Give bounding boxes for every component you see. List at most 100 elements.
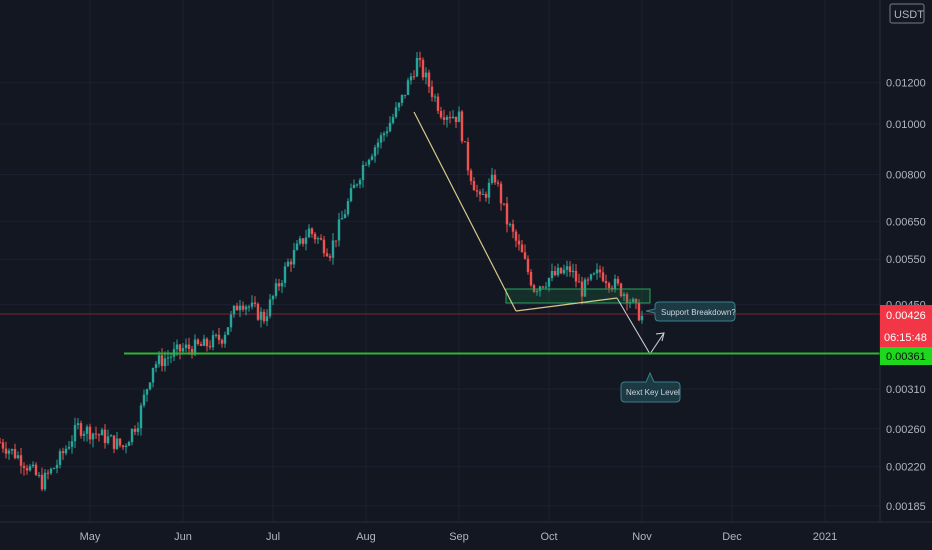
candle-body — [385, 131, 389, 134]
x-tick-label: Jul — [266, 531, 280, 543]
support-zone — [505, 288, 651, 304]
candle-body — [127, 442, 131, 446]
currency-label: USDT — [894, 9, 924, 21]
candle-body — [76, 423, 80, 425]
candle-body — [7, 450, 11, 454]
candle-body — [100, 429, 104, 436]
x-tick-label: Aug — [356, 531, 376, 543]
candle-body — [373, 147, 377, 157]
y-tick-label: 0.00185 — [886, 501, 926, 513]
candle-body — [103, 429, 107, 443]
y-tick-label: 0.00310 — [886, 384, 926, 396]
y-tick-label: 0.01200 — [886, 78, 926, 90]
candle-body — [52, 468, 56, 470]
candle-body — [208, 346, 212, 348]
candle-body — [253, 302, 257, 304]
time-scale[interactable]: May Jun Jul Aug Sep Oct Nov Dec 2021 — [0, 521, 932, 543]
candle-body — [25, 468, 29, 471]
candle-body — [349, 188, 353, 202]
candle-body — [490, 174, 494, 183]
candle-body — [619, 283, 623, 297]
price-scale[interactable]: 0.01200 0.01000 0.00800 0.00650 0.00550 0.004… — [879, 0, 932, 550]
candle-body — [190, 348, 194, 355]
candle-body — [430, 86, 434, 97]
candle-body — [91, 433, 95, 440]
candle-body — [220, 339, 224, 344]
candle-body — [217, 334, 221, 340]
candle-body — [265, 316, 269, 322]
candle-body — [82, 433, 86, 436]
candle-body — [553, 270, 557, 276]
candle-body — [241, 305, 245, 310]
candle-body — [196, 339, 200, 344]
candle-body — [235, 305, 239, 311]
candle-body — [457, 111, 461, 123]
candle-body — [226, 327, 230, 335]
currency-badge[interactable]: USDT — [889, 3, 925, 24]
candle-body — [586, 279, 590, 281]
candle-body — [328, 256, 332, 258]
candle-body — [304, 237, 308, 244]
candle-body — [16, 455, 20, 459]
candle-body — [28, 466, 32, 471]
x-tick-label: Sep — [449, 531, 469, 543]
candle-body — [361, 164, 365, 181]
candle-body — [568, 266, 572, 273]
x-tick-label: Nov — [632, 531, 652, 543]
candle-body — [67, 446, 71, 449]
candle-body — [583, 279, 587, 297]
candle-body — [175, 344, 179, 350]
candle-body — [523, 252, 527, 259]
y-tick-label: 0.00800 — [886, 169, 926, 181]
candle-body — [109, 435, 113, 437]
candle-body — [259, 311, 263, 320]
drawings: Support Breakdown? Next Key Level — [0, 111, 880, 403]
candle-body — [415, 57, 419, 77]
last-price-text: 0.00426 — [886, 310, 926, 322]
candle-body — [526, 258, 530, 272]
candle-body — [433, 96, 437, 98]
candle-body — [352, 184, 356, 189]
candle-body — [409, 76, 413, 81]
candle-body — [529, 271, 533, 286]
candle-body — [604, 281, 608, 284]
candle-body — [157, 355, 161, 365]
candle-body — [367, 159, 371, 165]
candle-body — [97, 434, 101, 436]
candle-body — [631, 298, 635, 303]
candle-body — [22, 465, 26, 469]
x-tick-label: 2021 — [813, 531, 837, 543]
candle-body — [469, 170, 473, 182]
candle-body — [0, 442, 2, 444]
candle-body — [187, 344, 191, 349]
candle-body — [73, 424, 77, 442]
candle-body — [337, 219, 341, 241]
candle-body — [70, 441, 74, 447]
candle-body — [145, 389, 149, 395]
candle-body — [280, 282, 284, 287]
candle-body — [31, 464, 35, 467]
candle-body — [484, 194, 488, 198]
candle-body — [124, 445, 128, 448]
candle-body — [487, 182, 491, 198]
annotation-support-breakdown[interactable]: Support Breakdown? — [645, 301, 736, 322]
candle-body — [340, 218, 344, 220]
candle-body — [382, 133, 386, 136]
candle-body — [601, 272, 605, 282]
candle-body — [61, 451, 65, 454]
candle-body — [343, 214, 347, 219]
key-level-tag: 0.00361 — [880, 347, 932, 365]
candle-body — [268, 299, 272, 317]
candle-body — [286, 261, 290, 267]
candle-body — [397, 102, 401, 108]
candle-body — [511, 224, 515, 232]
candle-body — [541, 286, 545, 288]
candle-body — [451, 116, 455, 119]
y-tick-label: 0.00260 — [886, 424, 926, 436]
annotation-next-key-level[interactable]: Next Key Level — [620, 371, 681, 403]
candle-body — [112, 435, 116, 449]
x-tick-label: Oct — [540, 531, 557, 543]
candle-body — [148, 382, 152, 390]
